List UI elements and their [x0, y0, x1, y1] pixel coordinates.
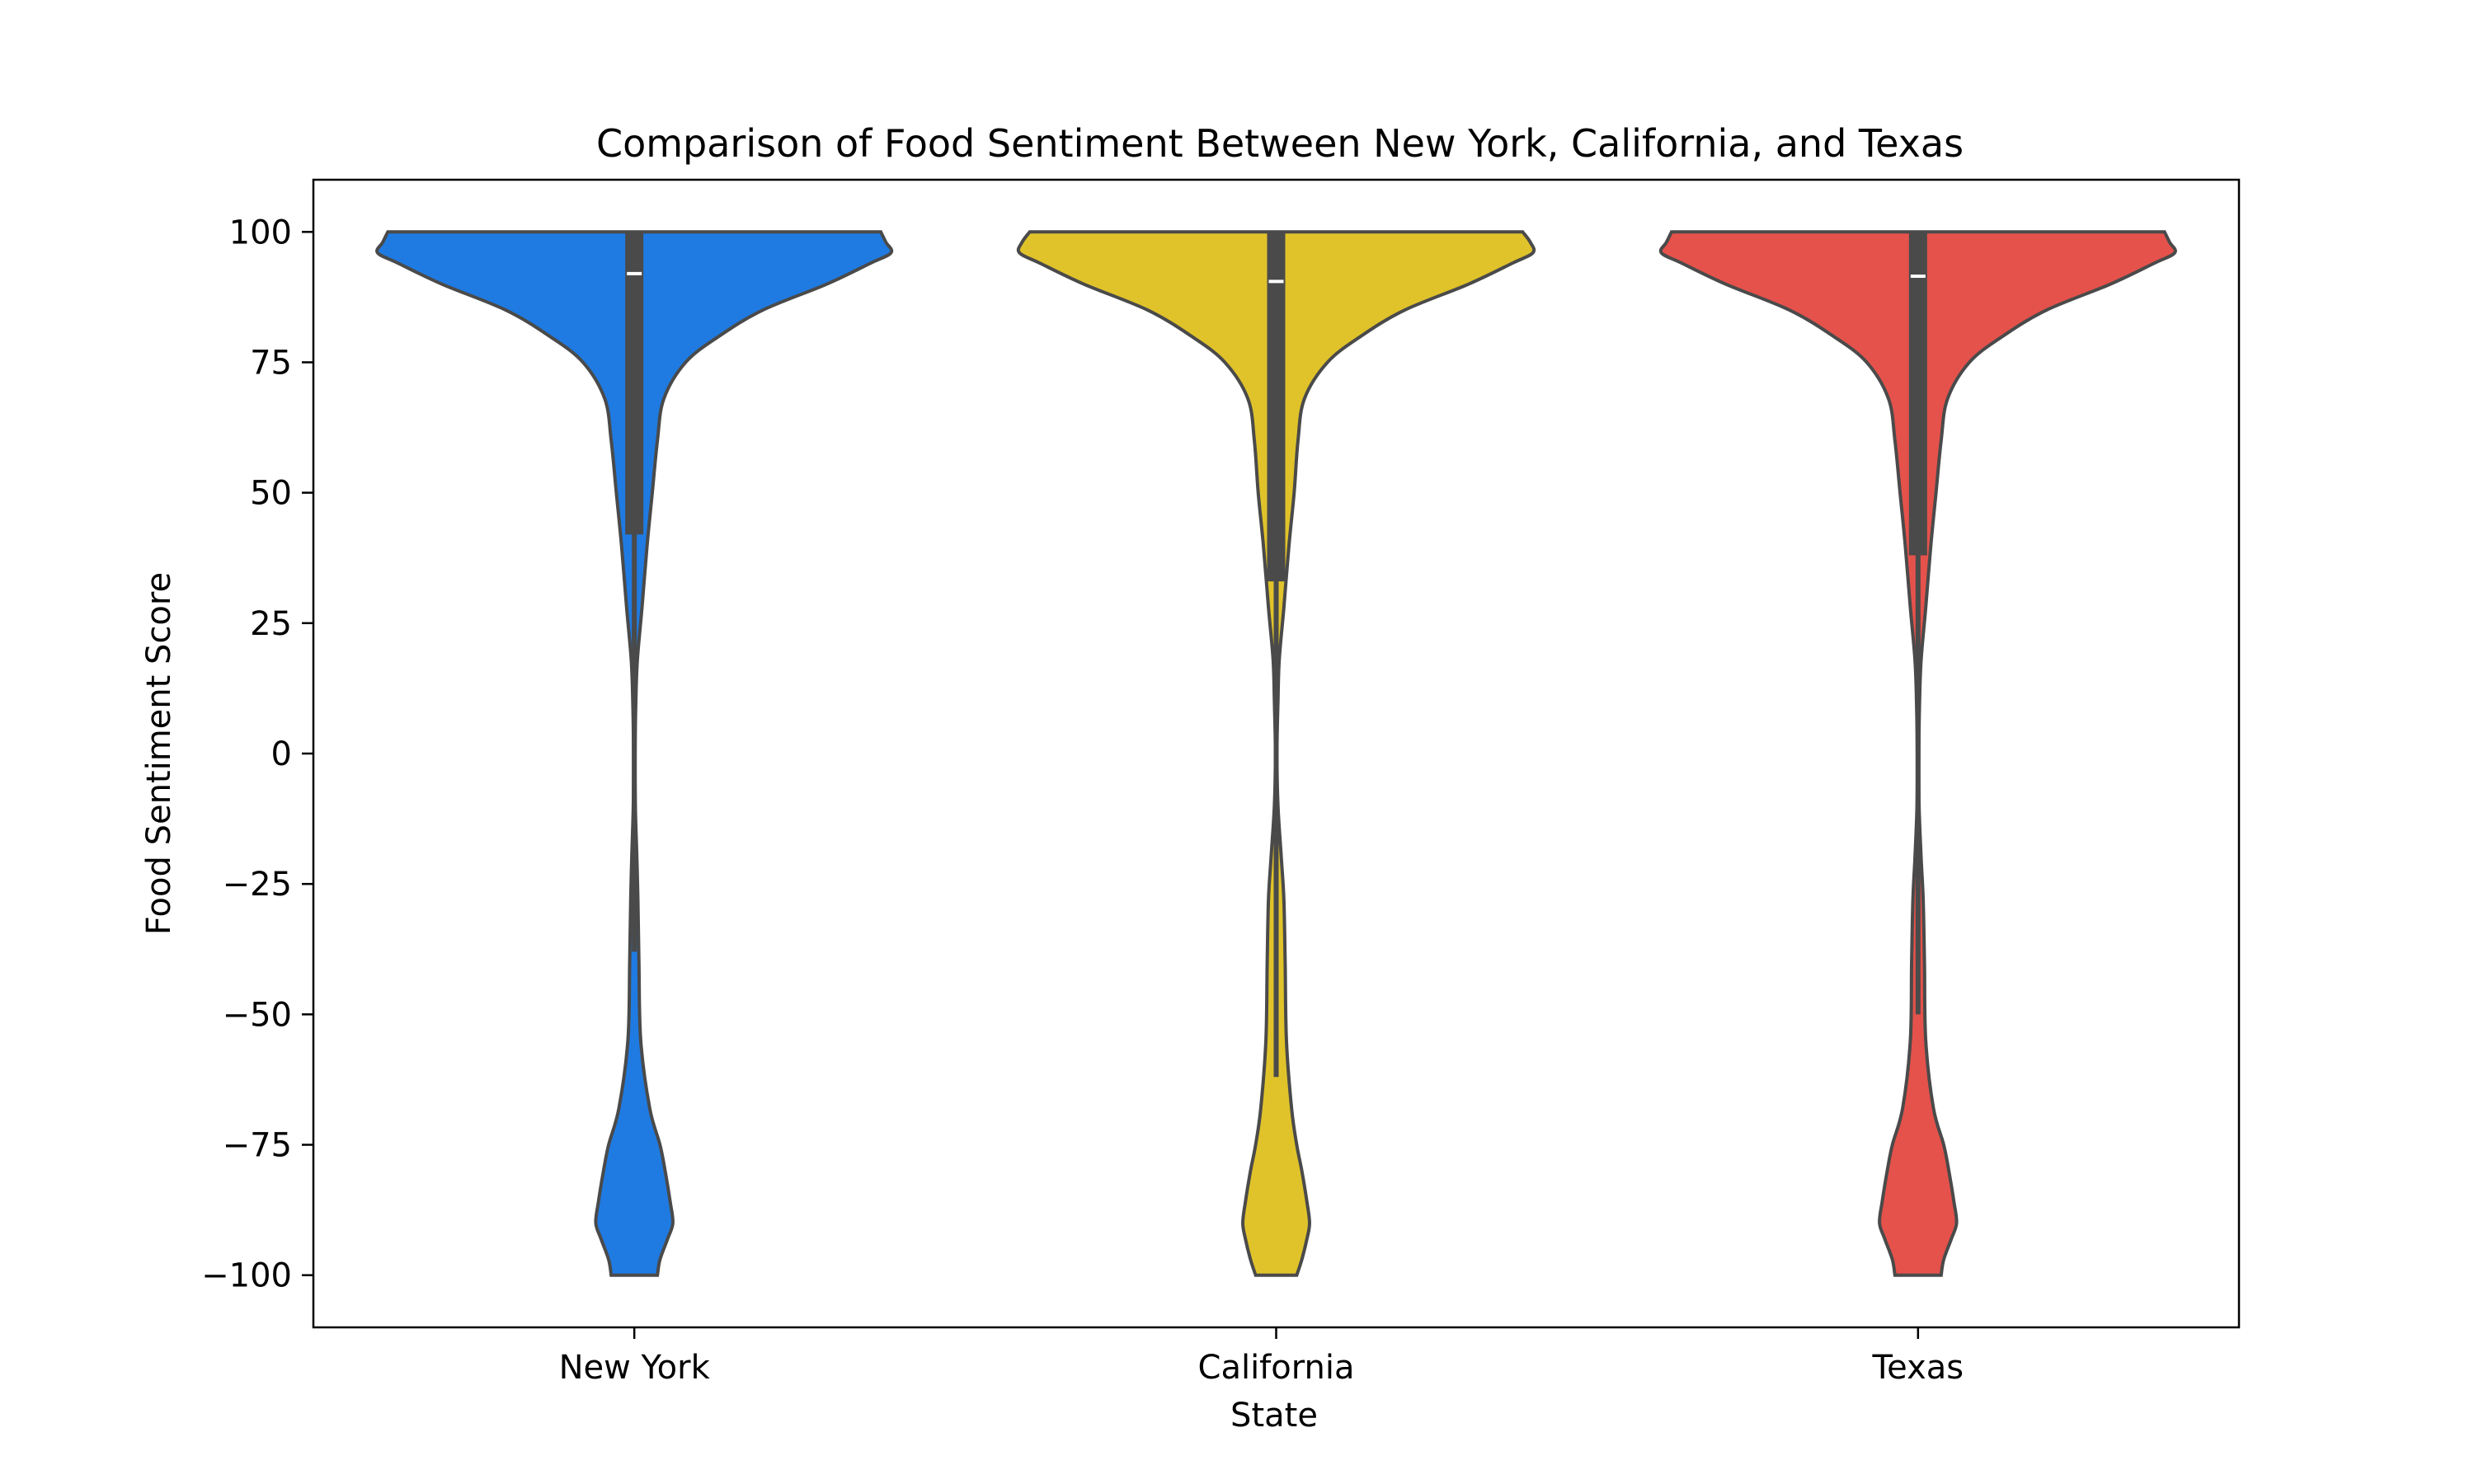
x-tick-label-new-york: New York [559, 1349, 711, 1387]
chart-title: Comparison of Food Sentiment Between New… [596, 121, 1964, 166]
x-axis-label: State [1230, 1397, 1318, 1435]
y-tick-label: 25 [250, 605, 292, 643]
y-tick-label: 50 [250, 475, 292, 513]
y-axis: 100 75 50 25 0 −25 −50 −75 −100 [201, 214, 313, 1295]
y-tick-label: −50 [223, 996, 292, 1034]
x-tick-label-california: California [1198, 1349, 1355, 1387]
x-axis: New York California Texas [559, 1327, 1964, 1387]
y-tick-label: −75 [223, 1127, 292, 1165]
y-axis-label: Food Sentiment Score [140, 572, 178, 935]
y-tick-label: 0 [271, 735, 292, 773]
iqr-box-texas [1908, 232, 1927, 556]
plot-area [375, 230, 2177, 1277]
y-tick-label: 100 [229, 214, 292, 251]
y-tick-label: 75 [250, 344, 292, 382]
y-tick-label: −100 [201, 1257, 292, 1295]
y-tick-label: −25 [223, 866, 292, 904]
iqr-box-california [1267, 232, 1286, 582]
iqr-box-new-york [625, 232, 644, 535]
x-tick-label-texas: Texas [1872, 1349, 1964, 1387]
